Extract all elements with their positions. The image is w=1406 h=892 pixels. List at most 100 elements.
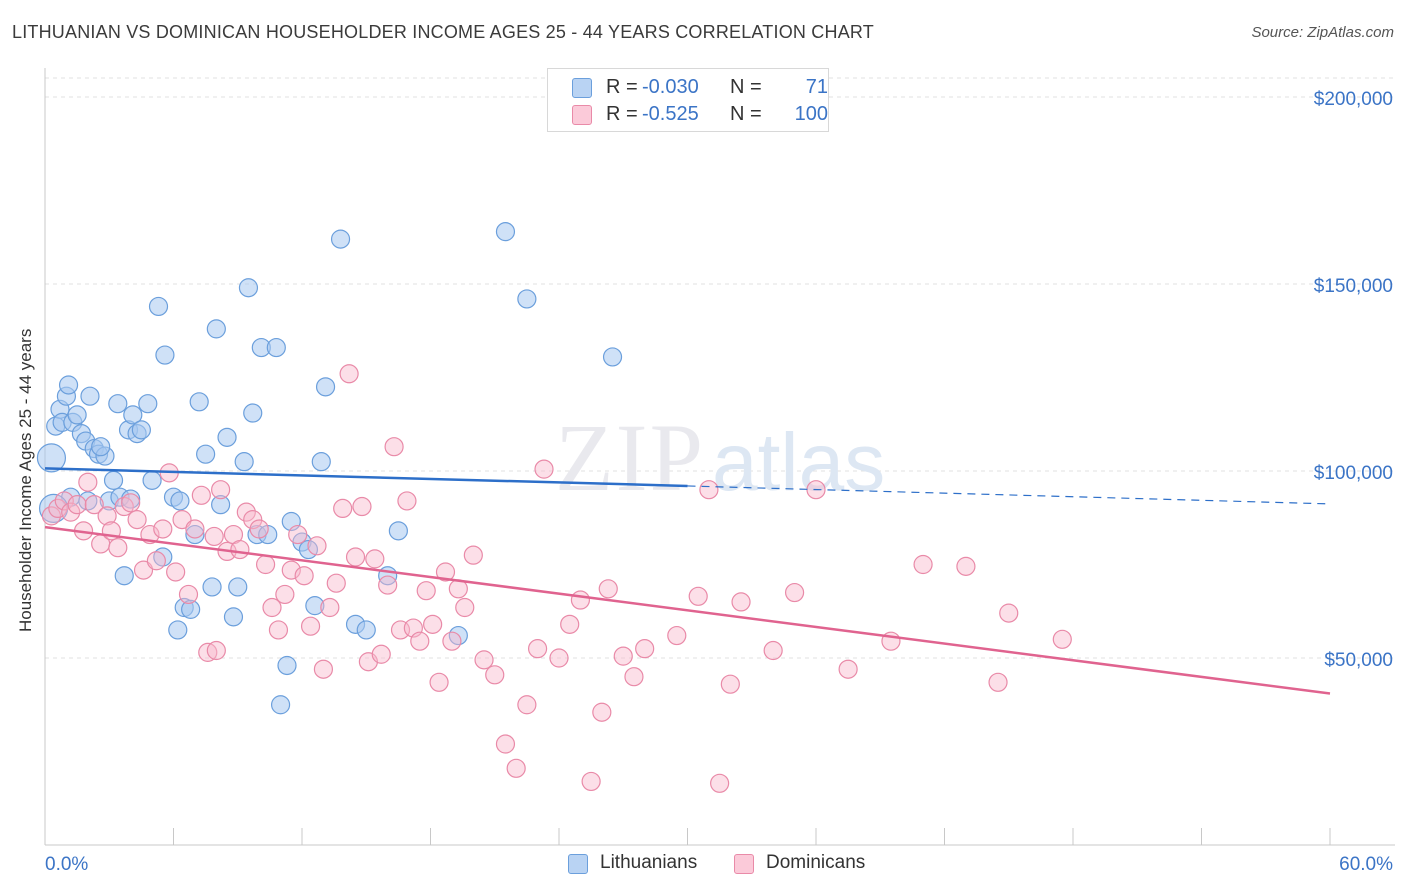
lithuanian-point	[305, 596, 325, 616]
dominican-point	[326, 573, 346, 593]
dominican-point	[313, 659, 334, 679]
dominican-point	[455, 597, 475, 618]
x-tick-label: 60.0%	[1339, 854, 1393, 875]
dominican-point	[731, 592, 751, 612]
dominican-point	[913, 554, 933, 575]
lithuanian-point	[142, 470, 162, 490]
y-tick-label: $50,000	[1324, 650, 1393, 671]
y-tick-label: $150,000	[1314, 276, 1393, 297]
dominican-point	[146, 551, 166, 571]
lithuanian-point	[228, 577, 248, 597]
dominican-point	[410, 631, 430, 651]
dominican-point	[211, 480, 231, 500]
legend-n-value: 100	[794, 103, 828, 125]
watermark-atlas: atlas	[712, 417, 885, 508]
dominican-point	[429, 672, 449, 692]
lithuanian-trend-line	[44, 467, 688, 488]
dominican-point	[534, 459, 554, 479]
dominican-trend-line	[44, 525, 1331, 695]
dominican-point	[236, 502, 256, 522]
dominican-point	[688, 586, 708, 606]
lithuanian-point	[138, 394, 158, 414]
dominican-point	[495, 734, 516, 754]
legend-n-value: 71	[805, 76, 828, 98]
dominican-point	[517, 695, 537, 715]
dominican-point	[988, 672, 1008, 692]
legend-swatch-pink	[572, 105, 592, 125]
dominican-point	[581, 771, 601, 792]
lithuanian-point	[217, 427, 237, 447]
lithuanian-point	[131, 420, 151, 440]
lithuanian-point	[202, 577, 222, 597]
lithuanian-trend-line-dashed	[687, 485, 1331, 505]
grid-lines	[45, 77, 1395, 659]
lithuanian-point	[185, 524, 205, 545]
dominican-point	[423, 614, 443, 634]
lithuanian-point	[266, 337, 286, 358]
lithuanian-point	[123, 405, 143, 425]
legend-r-value: -0.525	[642, 103, 699, 125]
dominican-point	[371, 644, 391, 664]
dominican-point	[710, 773, 730, 793]
dominican-point	[720, 674, 740, 694]
source-label: Source: ZipAtlas.com	[1251, 24, 1394, 41]
dominican-point	[288, 524, 308, 545]
dominican-point	[166, 562, 186, 582]
dominican-point	[84, 495, 104, 515]
dominican-point	[153, 519, 173, 539]
watermark-zip: ZIP	[555, 404, 705, 511]
lithuanian-point	[108, 394, 128, 414]
dominican-point	[108, 538, 128, 558]
lithuanian-point	[91, 437, 111, 457]
dominican-point	[435, 562, 456, 582]
dominican-point	[178, 584, 199, 605]
dominican-point	[474, 650, 494, 670]
dominican-point	[41, 506, 62, 526]
lithuanian-point	[388, 521, 408, 541]
axes	[44, 68, 1395, 846]
dominican-point	[699, 480, 719, 500]
dominican-point	[763, 640, 783, 661]
dominican-point	[365, 549, 385, 569]
lithuanian-point	[206, 319, 226, 339]
lithuanian-point	[168, 620, 188, 640]
lithuanian-point	[114, 566, 134, 586]
bottom-legend-label: Lithuanians	[600, 852, 698, 873]
dominican-point	[339, 364, 359, 384]
trend-lines	[44, 467, 1331, 695]
dominican-point	[352, 496, 372, 517]
dominican-point	[506, 758, 526, 778]
lithuanian-point	[315, 377, 336, 397]
lithuanian-point	[103, 470, 124, 490]
dominican-point	[54, 491, 74, 511]
lithuanian-point	[155, 345, 175, 365]
dominican-point	[294, 566, 314, 586]
dominican-point	[838, 659, 858, 679]
lithuanian-point	[148, 296, 169, 317]
chart-title: LITHUANIAN VS DOMINICAN HOUSEHOLDER INCO…	[12, 22, 874, 42]
lithuanian-point	[311, 452, 331, 472]
dominican-point	[133, 560, 154, 580]
dominican-point	[204, 526, 224, 547]
dominican-point	[307, 536, 327, 556]
lithuanian-point	[170, 491, 190, 511]
watermark: ZIP atlas	[555, 404, 885, 511]
dominican-point	[185, 519, 205, 539]
dominican-point	[416, 581, 436, 601]
dominican-point	[61, 502, 81, 522]
lithuanian-point	[67, 405, 87, 425]
dominican-point	[127, 510, 147, 530]
dominican-point	[191, 485, 211, 505]
dominican-point	[333, 498, 353, 518]
lithuanian-point	[277, 655, 297, 676]
lithuanian-point	[270, 695, 291, 715]
lithuanian-point	[234, 452, 254, 472]
dominican-point	[384, 437, 404, 457]
lithuanian-point	[196, 444, 216, 464]
y-tick-label: $100,000	[1314, 463, 1393, 484]
legend-swatch-blue	[572, 78, 592, 98]
dominican-point	[300, 616, 321, 636]
dominican-point	[268, 620, 289, 640]
dominican-point	[485, 665, 505, 685]
dominican-point	[463, 545, 483, 565]
